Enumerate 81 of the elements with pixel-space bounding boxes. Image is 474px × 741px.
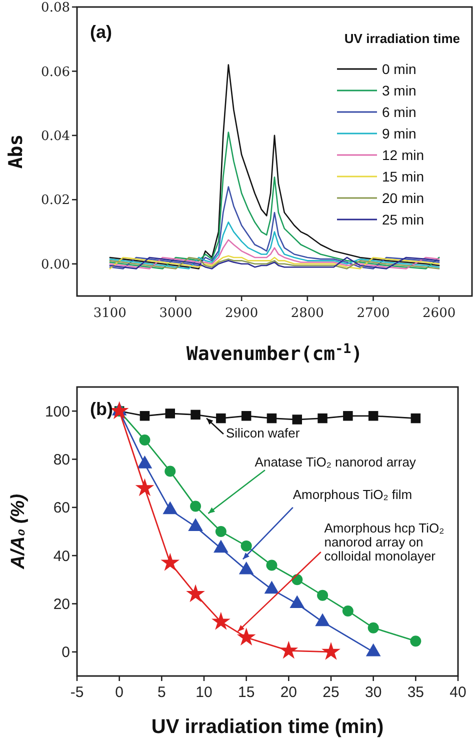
x-axis-title: UV irradiation time (min) [151, 716, 384, 738]
legend-label: 25 min [382, 211, 424, 228]
x-tick-label: 20 [280, 684, 298, 701]
point [190, 500, 202, 512]
point [315, 613, 330, 626]
legend-label: 15 min [382, 168, 424, 184]
legend-label: Silicon wafer [226, 426, 300, 441]
point [186, 584, 205, 602]
x-tick-label: 30 [364, 684, 382, 701]
point [241, 411, 252, 421]
point [317, 590, 328, 601]
x-tick-label: -5 [70, 684, 84, 701]
annotation: (a) [90, 22, 112, 42]
legend-label: 0 min [382, 60, 416, 77]
y-tick-label: 0.00 [41, 257, 70, 272]
x-axis-title: Wavenumber(cm$^{-1}$) [186, 342, 363, 365]
point [279, 640, 298, 659]
point [292, 414, 302, 424]
point [410, 413, 421, 424]
legend-title: UV irradiation time [344, 31, 460, 46]
point [368, 411, 378, 421]
text: Anatase TiO₂ nanorod array [254, 454, 416, 470]
point [343, 411, 353, 421]
point [215, 526, 226, 537]
point [216, 413, 226, 424]
x-tick-label: 0 [115, 684, 124, 701]
x-tick-label: 40 [450, 684, 466, 701]
y-tick-label: 40 [53, 548, 70, 565]
y-tick-label: 0.08 [41, 0, 70, 16]
legend-label: 20 min [382, 190, 424, 206]
y-tick-label: 80 [53, 452, 70, 468]
point [212, 612, 230, 630]
text: Amorphous TiO₂ film [292, 486, 412, 502]
point [160, 552, 180, 571]
y-axis-title: Abs [5, 134, 27, 169]
point [290, 595, 305, 608]
point [165, 408, 176, 418]
x-tick-label: 2700 [356, 306, 390, 321]
point [266, 560, 278, 571]
x-tick-label: 2600 [422, 306, 456, 321]
y-tick-label: 0.04 [41, 128, 70, 144]
point [164, 466, 176, 477]
x-tick-label: 2800 [290, 306, 324, 321]
x-tick-label: 2900 [225, 306, 258, 321]
annotation: (b) [90, 399, 113, 419]
point [322, 642, 340, 660]
legend-label: 12 min [382, 146, 424, 163]
x-tick-label: 3000 [159, 306, 192, 321]
y-tick-label: 100 [44, 403, 70, 420]
y-axis-title: A/A₀ (%) [8, 494, 29, 570]
point [140, 411, 150, 421]
point [366, 643, 381, 656]
point [318, 413, 328, 424]
x-tick-label: 3100 [93, 306, 126, 321]
legend-label: 3 min [382, 82, 416, 98]
legend-label: 6 min [382, 104, 416, 120]
legend-label: 9 min [382, 125, 416, 142]
x-tick-label: 15 [238, 684, 255, 701]
text: Amorphous hcp TiO₂ nanorod array on colloidal monolayer [324, 520, 444, 564]
y-tick-label: 0.02 [41, 193, 70, 208]
point [410, 636, 422, 647]
point [266, 413, 277, 424]
x-tick-label: 25 [322, 684, 340, 701]
y-tick-label: 0 [62, 644, 70, 662]
point [264, 580, 280, 594]
line-series [109, 64, 440, 270]
x-tick-label: 35 [407, 684, 424, 701]
point [135, 478, 154, 496]
x-tick-label: 10 [196, 684, 212, 701]
point [139, 434, 150, 446]
point [240, 540, 252, 552]
point [342, 605, 354, 616]
y-tick-label: 0.06 [41, 64, 70, 80]
point [190, 410, 200, 420]
point [236, 628, 256, 646]
y-tick-label: 60 [53, 500, 70, 517]
x-tick-label: 5 [157, 684, 166, 701]
line-series [109, 186, 440, 270]
line-series [109, 239, 440, 270]
point [368, 622, 379, 634]
y-tick-label: 20 [53, 596, 70, 613]
